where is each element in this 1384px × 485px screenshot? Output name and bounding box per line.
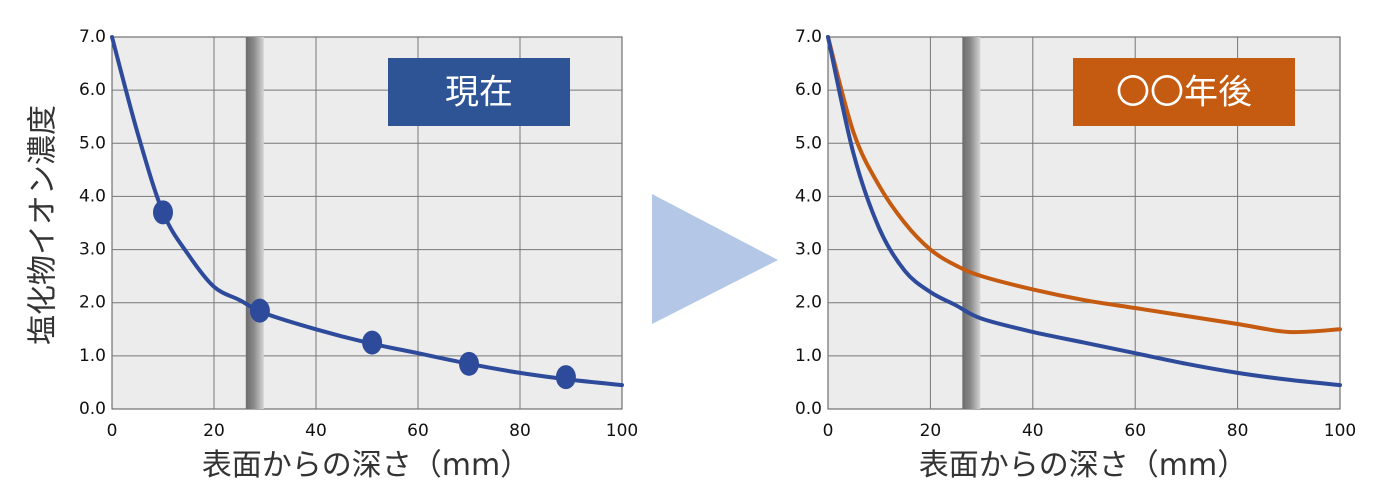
badge-label: 現在 [445,73,513,113]
rebar-bar [962,37,981,409]
data-point [459,351,479,376]
y-tick-label: 7.0 [79,27,106,47]
series-line-0 [826,35,1342,335]
y-tick-label: 1.0 [79,346,106,366]
data-point [249,298,270,323]
y-tick-label: 3.0 [79,240,106,260]
x-tick-label: 40 [305,421,327,441]
y-tick-label: 3.0 [795,240,822,260]
x-tick-label: 20 [203,421,225,441]
y-tick-label: 2.0 [79,293,106,313]
x-tick-label: 0 [823,421,834,441]
x-tick-label: 20 [920,421,942,441]
y-axis-title: 塩化物イオン濃度 [26,105,61,345]
x-tick-label: 60 [407,421,429,441]
y-tick-label: 4.0 [79,186,106,206]
y-tick-label: 2.0 [795,293,822,313]
data-point [555,365,576,390]
y-tick-label: 1.0 [795,346,822,366]
x-tick-label: 100 [1324,421,1356,441]
x-tick-label: 100 [606,421,638,441]
badge-box [388,58,570,126]
x-axis-title-right: 表面からの深さ（mm） [919,448,1247,483]
data-point [153,200,173,225]
y-tick-label: 0.0 [795,399,822,419]
y-tick-label: 6.0 [795,80,822,100]
badge-label: 〇〇年後 [1116,73,1252,113]
x-tick-label: 40 [1022,421,1044,441]
chart-future: 0.0 1.0 2.0 3.0 4.0 5.0 6.0 7.0 0 20 40 60 80 100 〇〇年後 [795,27,1356,441]
x-axis-title-left: 表面からの深さ（mm） [202,448,530,483]
arrow-right-icon [652,194,778,324]
y-tick-label: 0.0 [79,399,106,419]
y-tick-label: 4.0 [795,186,822,206]
y-tick-label: 7.0 [795,27,822,47]
x-tick-label: 80 [1227,421,1249,441]
rebar-bar [245,37,264,409]
x-tick-label: 80 [509,421,531,441]
y-tick-label: 6.0 [79,80,106,100]
chart-current: 0.0 1.0 2.0 3.0 4.0 5.0 6.0 7.0 0 20 40 60 80 100 現在 [79,27,638,441]
data-point [362,330,383,355]
y-tick-label: 5.0 [79,133,106,153]
badge-box [1073,58,1295,126]
series-line-1 [826,35,1342,388]
x-tick-label: 0 [107,421,118,441]
y-tick-label: 5.0 [795,133,822,153]
x-tick-label: 60 [1124,421,1146,441]
